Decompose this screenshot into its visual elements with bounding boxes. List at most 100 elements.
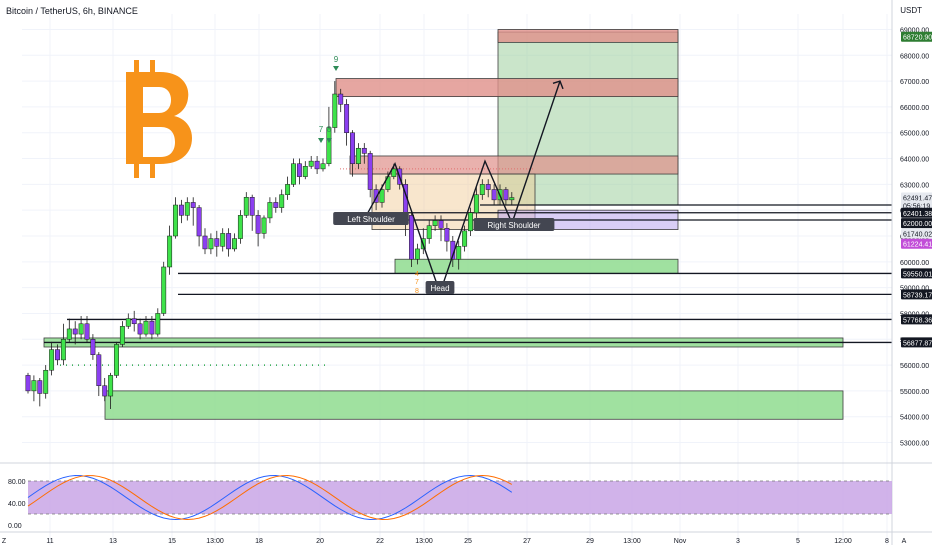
sequence-count-label: 8 [415, 288, 419, 295]
time-tick-label: 11 [46, 538, 53, 545]
candle-down [338, 93, 344, 105]
price-tag-box [901, 238, 932, 249]
pattern-label: Head [430, 284, 449, 293]
sequence-count-label: 7 [415, 279, 419, 286]
candle-down [178, 204, 184, 216]
candle-down [249, 197, 255, 216]
price-tick-label: 63000.00 [900, 182, 929, 189]
time-tick-label: 3 [736, 538, 740, 545]
candle-up [125, 318, 131, 327]
down-triangle-icon [326, 138, 332, 143]
price-tick-label: 55000.00 [900, 389, 929, 396]
time-tick-label: 29 [586, 538, 594, 545]
candle-down [149, 320, 155, 335]
time-tick-label: 20 [316, 538, 324, 545]
candle-up [119, 326, 125, 345]
candle-up [332, 93, 338, 128]
time-tick-label: Nov [674, 538, 687, 545]
sequence-count-label: 7 [319, 125, 324, 134]
stoch-d-line [27, 474, 513, 520]
candle-down [137, 323, 143, 335]
price-tag-box [901, 218, 932, 229]
bitcoin-logo-stroke [150, 164, 155, 178]
price-tick-label: 59000.00 [900, 286, 929, 293]
candle-up [208, 238, 214, 250]
arrow-head [552, 80, 564, 90]
candle-down [196, 207, 202, 237]
candle-up [308, 160, 314, 167]
price-tag-box [901, 289, 932, 300]
bitcoin-logo-stroke [134, 60, 139, 74]
price-tick-label: 67000.00 [900, 79, 929, 86]
candle-down [131, 318, 137, 325]
candle-down [409, 215, 414, 260]
candle-up [320, 163, 326, 170]
sequence-count-label: 9 [334, 55, 339, 64]
candle-down [273, 202, 279, 208]
candle-up [220, 233, 226, 247]
candle-up [414, 248, 420, 260]
bitcoin-logo-stroke [134, 164, 139, 178]
candle-up [161, 266, 167, 314]
time-tick-label: 25 [464, 538, 472, 545]
time-tick-label: 22 [376, 538, 384, 545]
candle-up [261, 217, 267, 234]
price-tag-label: 62401.38 [903, 211, 932, 218]
sequence-count-label: 8 [327, 125, 332, 134]
candle-down [72, 328, 78, 335]
candle-up [173, 204, 178, 237]
candle-down [255, 215, 261, 234]
price-tick-label: 60000.00 [900, 260, 929, 267]
price-tick-label: 66000.00 [900, 105, 929, 112]
stoch-tick-label: 0.00 [8, 523, 22, 530]
pattern-label-box [425, 281, 455, 294]
candle-down [350, 132, 355, 164]
time-tick-label: 13 [109, 538, 117, 545]
price-tag-box [901, 200, 932, 211]
candle-down [96, 354, 102, 386]
target-zone-red-top [497, 29, 679, 43]
candle-up [143, 320, 149, 335]
candle-up [426, 225, 432, 239]
stoch-tick-label: 40.00 [8, 501, 26, 508]
candle-down [102, 385, 108, 397]
projection-arrow [511, 80, 561, 224]
sequence-count-label: 4 [415, 271, 419, 278]
price-tag-label: 61740.02 [903, 231, 932, 238]
candle-up [243, 197, 249, 216]
bitcoin-logo-icon [126, 72, 192, 164]
candle-up [232, 238, 237, 250]
time-tick-label: 15 [168, 538, 176, 545]
candle-down [84, 323, 90, 340]
price-tag-label: 62491.47 [903, 195, 932, 202]
time-tick-label: 13:00 [623, 538, 641, 545]
candle-down [190, 202, 196, 208]
price-tick-label: 56000.00 [900, 363, 929, 370]
down-triangle-icon [333, 66, 339, 71]
price-tag-box [901, 31, 932, 42]
price-tick-label: 54000.00 [900, 415, 929, 422]
candle-down [37, 380, 43, 394]
bitcoin-logo-stroke [150, 60, 155, 74]
time-tick-label: Z [2, 538, 7, 545]
candle-down [226, 233, 232, 250]
candle-down [344, 104, 350, 133]
pattern-label: Left Shoulder [347, 215, 395, 224]
price-tag-label: 61224.41 [903, 242, 932, 249]
candle-up [285, 184, 291, 195]
candle-up [114, 344, 119, 376]
candle-up [267, 202, 273, 219]
candle-up [391, 168, 397, 177]
pattern-label-box [473, 218, 555, 231]
time-tick-label: 5 [796, 538, 800, 545]
time-tick-label: A [902, 538, 907, 545]
stoch-band [28, 481, 892, 514]
candle-up [462, 230, 468, 247]
price-tag-box [901, 314, 932, 325]
candle-up [155, 313, 161, 335]
candle-up [479, 184, 485, 195]
price-tick-label: 68000.00 [900, 53, 929, 60]
time-tick-label: 12:00 [834, 538, 852, 545]
